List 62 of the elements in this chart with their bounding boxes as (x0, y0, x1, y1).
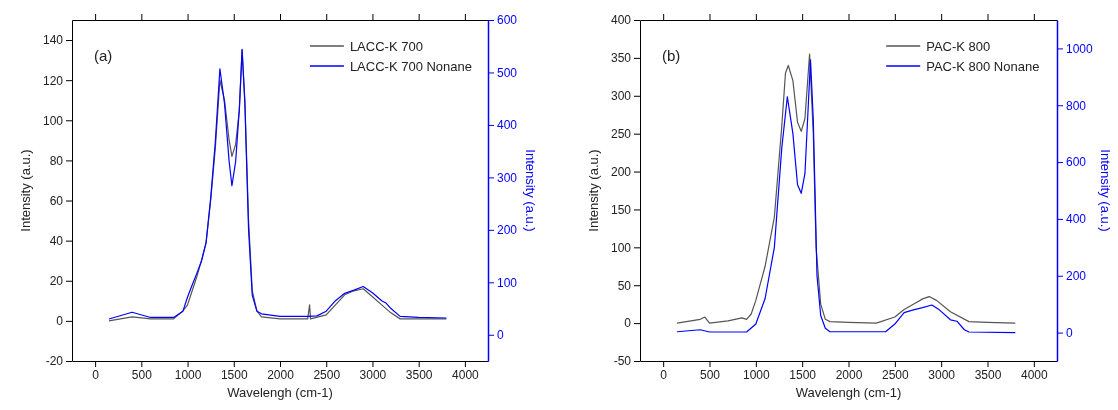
y-tick-label: 400 (610, 13, 632, 28)
x-tick-label: 3000 (359, 367, 387, 382)
x-tick-label: 1000 (174, 367, 202, 382)
y-tick-label: 40 (49, 233, 64, 248)
y-tick-label: 0 (624, 316, 632, 331)
x-tick-label: 1000 (742, 367, 770, 382)
y2-tick-label: 500 (497, 65, 518, 80)
annotation: (b) (662, 47, 681, 64)
legend-label: PAC-K 800 (926, 39, 991, 54)
y2-tick-label: 100 (497, 275, 518, 290)
y-tick-label: 120 (42, 73, 64, 88)
y-tick-label: 0 (56, 314, 64, 329)
y-tick-label: 150 (610, 202, 632, 217)
y2-tick-label: 600 (497, 13, 518, 28)
x-axis-title: Wavelengh (cm-1) (795, 385, 902, 400)
y-tick-label: 300 (610, 89, 632, 104)
annotation: (a) (94, 47, 113, 64)
x-tick-label: 1500 (220, 367, 248, 382)
x-tick-label: 0 (92, 367, 100, 382)
y-axis-title: Intensity (a.u.) (586, 149, 601, 232)
x-tick-label: 2000 (267, 367, 295, 382)
x-tick-label: 2500 (313, 367, 341, 382)
y-tick-label: 20 (49, 274, 64, 289)
y-tick-label: 140 (42, 33, 64, 48)
x-tick-label: 1500 (789, 367, 817, 382)
x-tick-label: 2000 (835, 367, 863, 382)
y-tick-label: 200 (610, 164, 632, 179)
y2-tick-label: 600 (1066, 155, 1087, 170)
y-tick-label: -20 (45, 354, 64, 369)
y2-tick-label: 400 (1066, 212, 1087, 227)
y2-tick-label: 400 (497, 118, 518, 133)
y2-axis-title: Intensity (a.u.) (523, 149, 538, 232)
y2-tick-label: 1000 (1066, 41, 1094, 56)
x-tick-label: 3500 (974, 367, 1002, 382)
y-tick-label: 80 (49, 153, 64, 168)
y2-tick-label: 200 (1066, 269, 1087, 284)
y2-tick-label: 300 (497, 170, 518, 185)
x-tick-label: 3000 (928, 367, 956, 382)
y-tick-label: 100 (610, 240, 632, 255)
x-tick-label: 2500 (881, 367, 909, 382)
y-tick-label: 350 (610, 51, 632, 66)
x-tick-label: 0 (660, 367, 668, 382)
y-axis-title: Intensity (a.u.) (18, 149, 33, 232)
legend-label: PAC-K 800 Nonane (926, 59, 1040, 74)
x-tick-label: 3500 (405, 367, 433, 382)
y-tick-label: 50 (617, 278, 632, 293)
x-tick-label: 500 (699, 367, 721, 382)
y2-tick-label: 200 (497, 223, 518, 238)
y2-tick-label: 0 (497, 328, 504, 343)
y-tick-label: 250 (610, 127, 632, 142)
x-tick-label: 500 (131, 367, 153, 382)
y2-tick-label: 800 (1066, 98, 1087, 113)
legend-label: LACC-K 700 (349, 39, 423, 54)
y-tick-label: 100 (42, 113, 64, 128)
y-tick-label: -50 (613, 354, 632, 369)
legend-label: LACC-K 700 Nonane (349, 59, 473, 74)
y2-tick-label: 0 (1066, 325, 1073, 340)
x-tick-label: 4000 (1020, 367, 1048, 382)
x-tick-label: 4000 (452, 367, 480, 382)
x-axis-title: Wavelengh (cm-1) (227, 385, 333, 400)
y-tick-label: 60 (49, 193, 64, 208)
y2-axis-title: Intensity (a.u.) (1098, 149, 1113, 232)
